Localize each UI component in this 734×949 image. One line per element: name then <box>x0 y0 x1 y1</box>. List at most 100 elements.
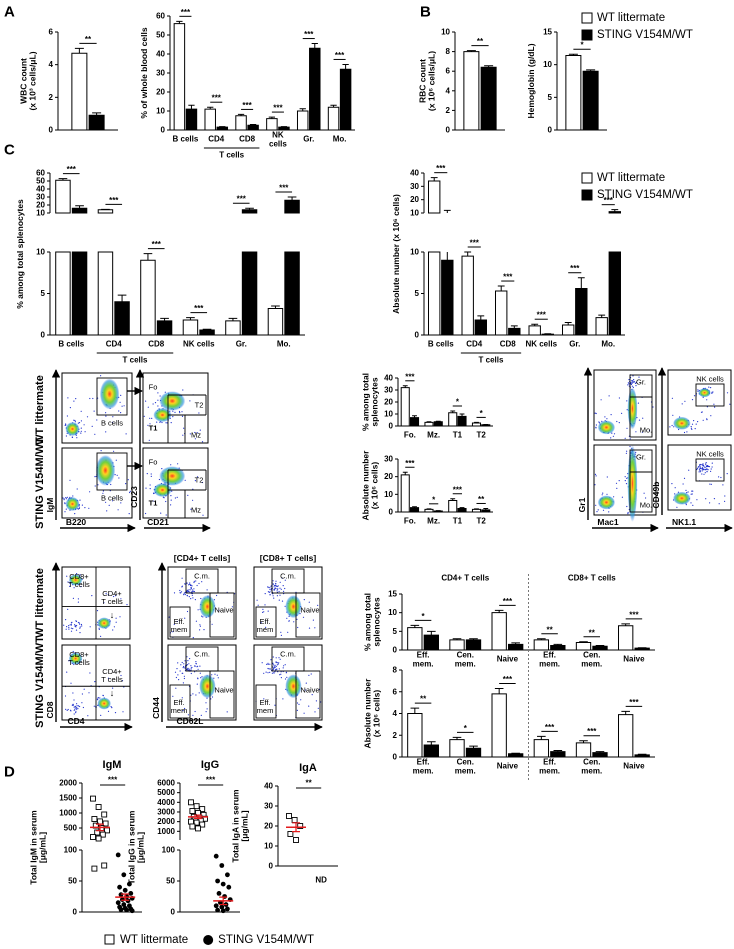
cell-dot <box>190 589 192 591</box>
cell-dot <box>703 468 705 471</box>
cell-dot <box>188 596 190 598</box>
cell-dot <box>182 434 184 436</box>
error-bar <box>531 323 539 326</box>
x-tick-label: NK cells <box>183 340 215 349</box>
cell-dot <box>74 624 76 626</box>
significance-label: *** <box>503 675 513 684</box>
cell-dot <box>76 488 78 490</box>
cell-dot <box>78 622 80 624</box>
y-tick-label: 60 <box>156 12 165 21</box>
significance-label: *** <box>503 273 513 282</box>
cell-dot <box>610 437 612 439</box>
cell-dot <box>181 415 184 417</box>
y-tick-label: 6 <box>446 67 451 76</box>
cell-dot <box>276 588 278 590</box>
cell-dot <box>91 595 93 597</box>
cell-dot <box>184 479 186 481</box>
error-bar <box>494 609 504 613</box>
cell-dot <box>645 497 647 499</box>
y-axis-label: % among totalsplenocytes <box>362 593 381 651</box>
y-tick-label: 0 <box>393 646 398 655</box>
error-bar <box>75 205 84 209</box>
cell-dot <box>273 588 275 590</box>
cell-dot <box>206 589 208 591</box>
cell-dot <box>216 674 218 676</box>
flow-label: Eff. mem <box>171 697 188 714</box>
cell-dot <box>284 678 287 680</box>
bar <box>407 713 423 758</box>
cell-dot <box>283 665 285 667</box>
y-tick-label: 15 <box>543 28 552 37</box>
cell-dot <box>88 692 90 694</box>
flow-label: Eff. mem <box>257 616 274 633</box>
group-title: CD4+ T cells <box>441 574 489 583</box>
cell-dot <box>275 587 277 590</box>
axis-label: CD8 <box>45 701 55 718</box>
cell-dot <box>633 379 635 381</box>
cell-dot <box>724 500 726 502</box>
panel-label: B <box>420 4 431 21</box>
data-point <box>293 837 299 843</box>
cell-dot <box>170 499 172 501</box>
cell-dot <box>200 714 202 717</box>
gate <box>96 377 128 416</box>
cell-dot <box>226 711 228 713</box>
cell-dot <box>76 437 78 439</box>
cell-dot <box>64 695 67 697</box>
significance-label: *** <box>279 184 289 193</box>
cell-dot <box>628 383 630 385</box>
cell-dot <box>178 410 181 413</box>
flow-label: C.m. <box>194 650 210 659</box>
cell-dot <box>691 490 693 492</box>
cell-dot <box>624 476 626 478</box>
cell-dot <box>72 692 74 694</box>
cell-dot <box>113 450 115 452</box>
cell-dot <box>637 402 640 404</box>
cell-dot <box>187 494 189 496</box>
cell-dot <box>120 598 122 600</box>
cell-dot <box>618 480 620 482</box>
data-point <box>188 818 194 825</box>
significance-label: * <box>464 724 468 733</box>
cell-dot <box>194 431 196 434</box>
cell-dot <box>158 478 160 481</box>
cell-dot <box>165 422 167 424</box>
cell-dot <box>618 422 620 424</box>
y-tick-label: 10 <box>36 209 45 218</box>
cell-dot <box>157 392 159 394</box>
x-tick-label: Mz. <box>427 431 440 440</box>
bar <box>339 68 352 131</box>
error-bar <box>595 645 605 647</box>
cell-dot <box>595 426 597 428</box>
error-bar <box>577 277 585 289</box>
bar <box>582 70 599 131</box>
cell-dot <box>685 504 687 506</box>
cell-dot <box>621 496 624 498</box>
significance-label: ** <box>477 37 484 46</box>
cell-dot <box>703 466 705 468</box>
cell-dot <box>100 375 102 377</box>
bar <box>448 500 458 513</box>
cell-dot <box>642 417 644 419</box>
bar <box>618 625 634 651</box>
cell-dot <box>701 473 703 475</box>
data-point <box>215 907 221 913</box>
cell-dot <box>648 429 651 432</box>
cell-dot <box>80 623 83 626</box>
cell-dot <box>211 623 213 625</box>
cell-dot <box>272 595 274 597</box>
cell-dot <box>190 591 192 593</box>
panel-label: C <box>4 142 15 159</box>
cell-dot <box>149 484 151 486</box>
error-bar <box>484 65 494 68</box>
significance-label: *** <box>470 239 480 248</box>
data-point <box>94 829 101 836</box>
density-blob <box>673 491 691 505</box>
cell-dot <box>699 463 702 466</box>
cell-dot <box>111 500 114 502</box>
cell-dot <box>691 423 694 425</box>
cell-dot <box>65 497 67 499</box>
cell-dot <box>288 620 290 622</box>
cell-dot <box>627 384 629 386</box>
cell-dot <box>188 591 190 593</box>
